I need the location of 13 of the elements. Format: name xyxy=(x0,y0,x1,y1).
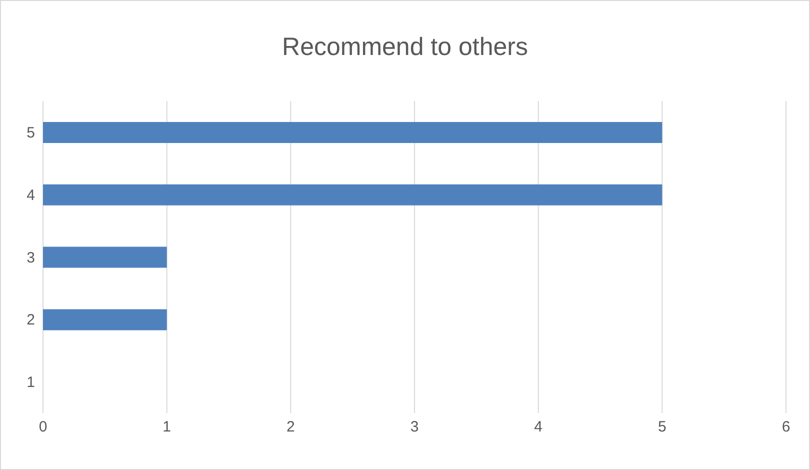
chart-title: Recommend to others xyxy=(281,33,529,62)
x-tick-label: 6 xyxy=(782,418,790,436)
x-tick-label: 1 xyxy=(162,418,172,436)
y-tick-label: 5 xyxy=(26,124,35,142)
x-tick-label: 0 xyxy=(38,418,48,436)
x-tick-label: 2 xyxy=(286,418,295,436)
x-tick-label: 3 xyxy=(410,418,419,436)
y-tick-label: 3 xyxy=(26,249,35,266)
y-tick-label: 4 xyxy=(26,186,35,204)
x-tick-label: 4 xyxy=(534,418,543,436)
y-tick-label: 1 xyxy=(26,374,35,392)
y-tick-label: 2 xyxy=(26,312,35,329)
x-tick-label: 5 xyxy=(658,418,666,436)
